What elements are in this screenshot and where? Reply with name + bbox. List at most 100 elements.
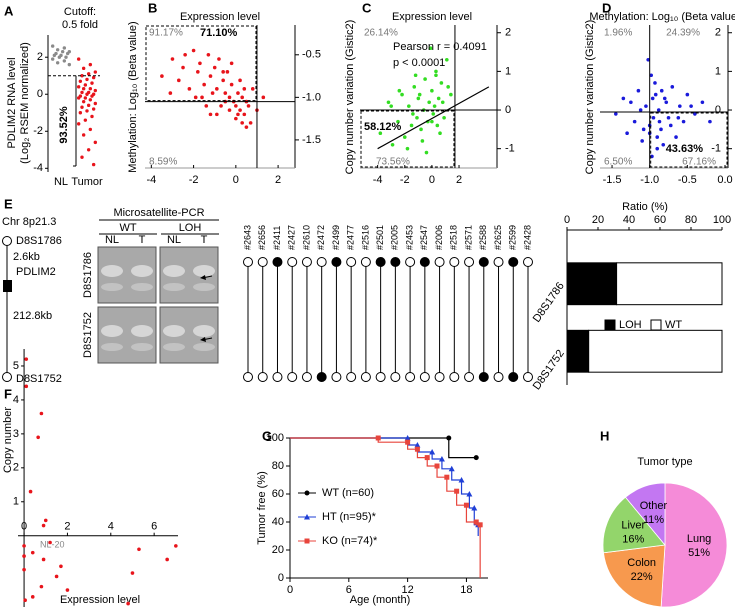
gel-lane: NL [167, 234, 181, 246]
gel-band [193, 265, 215, 277]
data-point [81, 86, 86, 91]
data-point [88, 98, 93, 102]
data-point [48, 540, 52, 545]
y-tick-label: 60 [272, 488, 284, 500]
sample-label: #2656 [257, 225, 267, 250]
data-point [397, 88, 402, 93]
km-line [290, 437, 481, 578]
y-tick-label: D8S1752 [531, 348, 567, 392]
y-axis-label: Copy number variation (Gistic2) [584, 20, 596, 175]
locus-marker [2, 372, 12, 382]
loh-status [478, 372, 489, 382]
data-point [223, 91, 228, 95]
data-point [625, 131, 629, 136]
annotation: p < 0.0001 [393, 57, 445, 69]
y-tick-label: 1 [505, 65, 511, 77]
x-tick-label: 2 [275, 174, 281, 186]
data-point [215, 87, 219, 91]
y-axis-label: Tumor free (%) [256, 471, 268, 545]
data-point [434, 69, 438, 74]
y-tick-label: -1.5 [302, 134, 321, 146]
data-point [700, 100, 705, 105]
data-point [57, 55, 62, 59]
data-point [65, 51, 70, 56]
x-tick-label: -0.5 [678, 174, 697, 186]
sample-label: #2427 [287, 225, 297, 250]
slice-value: 16% [622, 533, 644, 545]
x-tick-label: 0 [564, 214, 570, 226]
y-tick-label: 0 [505, 104, 511, 116]
loh-status [390, 257, 401, 267]
data-point [681, 119, 686, 124]
data-point [662, 96, 667, 101]
data-point [85, 92, 89, 96]
x-tick-label: 18 [460, 584, 472, 596]
data-point [59, 564, 63, 569]
annotation: 8.59% [149, 157, 177, 168]
y-tick-label: 20 [272, 544, 284, 556]
data-point [81, 133, 86, 137]
fit-line [377, 86, 490, 150]
x-tick-label: 0 [429, 174, 435, 186]
data-point [640, 139, 644, 143]
data-point [225, 70, 230, 74]
sample-label: #2472 [316, 225, 326, 250]
data-point [198, 61, 202, 66]
x-tick-label: 100 [713, 214, 731, 226]
loh-status [508, 257, 519, 267]
slice-value: 51% [688, 547, 710, 559]
data-point [85, 77, 89, 82]
quadrant-box [145, 25, 257, 102]
locus-marker [2, 236, 12, 246]
data-point [86, 72, 91, 76]
data-point [85, 109, 89, 113]
data-point [407, 104, 411, 108]
data-point [638, 108, 643, 112]
y-tick-label: 80 [272, 460, 284, 472]
data-point [428, 46, 433, 50]
sample-label: #2625 [493, 225, 503, 250]
sample-label: #2428 [522, 225, 532, 250]
data-point [234, 104, 238, 108]
bar [616, 262, 723, 306]
data-point [88, 127, 93, 132]
data-point [417, 92, 422, 97]
gel-band [193, 343, 215, 351]
sample-label: #2501 [375, 225, 385, 250]
data-point [229, 61, 234, 66]
data-point [621, 96, 626, 101]
y-tick-label: 3 [13, 428, 19, 440]
chart-title: 0.5 fold [62, 19, 98, 31]
panel-label: D [602, 0, 611, 15]
data-point [242, 87, 247, 91]
loh-status [287, 257, 298, 267]
data-point [636, 88, 641, 93]
gel-band [163, 343, 185, 351]
legend-label: HT (n=95)* [322, 511, 377, 523]
data-point [435, 123, 440, 128]
data-point [80, 74, 84, 78]
data-point [614, 112, 618, 116]
data-point [440, 100, 445, 105]
gel-band [101, 265, 123, 277]
data-point [81, 99, 86, 104]
gel-band [101, 283, 123, 291]
data-point [181, 65, 185, 70]
data-point [217, 57, 221, 61]
sample-label: #2643 [242, 225, 252, 250]
data-point [50, 44, 55, 48]
loh-status [434, 372, 445, 382]
data-point [76, 57, 81, 61]
y-tick-label: 1 [13, 496, 19, 508]
data-point [227, 108, 232, 112]
data-point [446, 85, 450, 89]
x-tick-label: 6 [346, 584, 352, 596]
distance-label: 2.6kb [13, 251, 40, 263]
data-point [449, 92, 453, 97]
loh-status [360, 257, 371, 267]
sample-label: #2518 [449, 225, 459, 250]
loh-status [243, 372, 253, 382]
x-tick-label: NL [54, 176, 68, 188]
data-point [439, 81, 444, 85]
